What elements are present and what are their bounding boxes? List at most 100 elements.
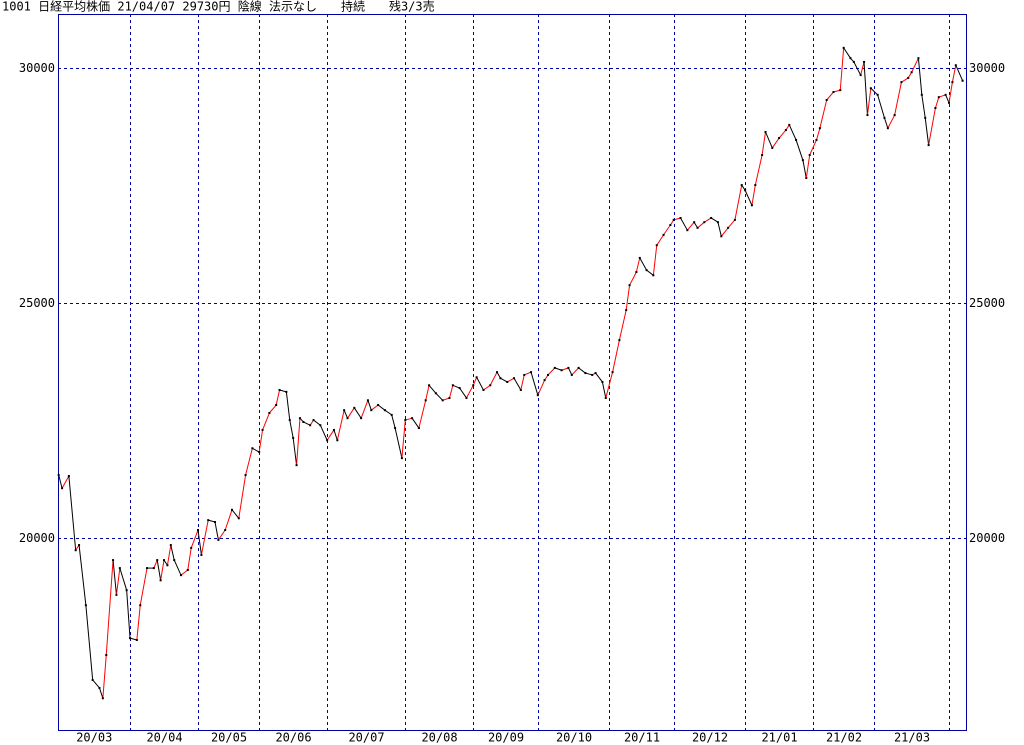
price-point <box>577 366 580 369</box>
price-segment <box>411 417 420 429</box>
price-segment <box>860 61 865 76</box>
price-point <box>424 399 427 402</box>
price-segment <box>887 114 896 129</box>
price-segment <box>595 372 603 383</box>
price-segment <box>371 404 379 411</box>
price-segment <box>778 129 787 139</box>
price-point <box>784 129 787 132</box>
price-point <box>458 387 461 390</box>
price-segment <box>771 137 780 149</box>
price-point <box>839 89 842 92</box>
price-segment <box>343 409 348 419</box>
price-point <box>825 99 828 102</box>
price-point <box>258 451 261 454</box>
price-segment <box>646 269 654 276</box>
price-point <box>394 427 397 430</box>
price-segment <box>934 97 940 109</box>
price-segment <box>547 367 556 376</box>
price-point <box>441 399 444 402</box>
price-point <box>139 604 142 607</box>
price-segment <box>153 559 158 569</box>
price-segment <box>578 367 586 374</box>
price-point <box>805 177 808 180</box>
price-segment <box>105 560 114 656</box>
price-segment <box>639 257 648 271</box>
price-segment <box>625 285 631 311</box>
price-segment <box>894 82 902 116</box>
price-segment <box>924 117 930 146</box>
price-segment <box>319 425 328 441</box>
price-segment <box>68 475 77 551</box>
price-point <box>278 388 281 391</box>
price-point <box>788 123 791 126</box>
y-tick-label-right: 30000 <box>969 61 1005 75</box>
price-point <box>818 127 821 130</box>
price-segment <box>459 387 467 399</box>
price-point <box>570 373 573 376</box>
price-point <box>740 184 743 187</box>
price-point <box>560 369 563 372</box>
price-point <box>298 417 301 420</box>
price-point <box>944 93 947 96</box>
price-point <box>207 519 210 522</box>
price-point <box>417 427 420 430</box>
price-point <box>115 593 118 596</box>
price-point <box>832 91 835 94</box>
price-point <box>543 379 546 382</box>
price-point <box>553 366 556 369</box>
price-point <box>213 521 216 524</box>
price-point <box>404 419 407 422</box>
price-segment <box>367 400 372 411</box>
price-point <box>778 137 781 140</box>
price-segment <box>466 385 474 399</box>
price-point <box>710 216 713 219</box>
price-point <box>190 546 193 549</box>
price-segment <box>513 377 522 391</box>
price-point <box>886 127 889 130</box>
price-point <box>638 256 641 259</box>
price-segment <box>279 389 287 393</box>
price-point <box>733 218 736 221</box>
price-point <box>808 153 811 156</box>
price-segment <box>955 65 964 81</box>
price-point <box>499 377 502 380</box>
price-point <box>343 409 346 412</box>
price-segment <box>921 94 926 118</box>
price-point <box>292 436 295 439</box>
price-segment <box>217 529 226 541</box>
price-segment <box>489 371 498 386</box>
price-point <box>672 218 675 221</box>
plot-frame <box>58 14 967 731</box>
price-segment <box>187 547 192 571</box>
price-segment <box>819 99 828 129</box>
price-segment <box>347 407 355 419</box>
price-segment <box>156 560 162 581</box>
price-segment <box>214 521 219 540</box>
price-segment <box>877 94 885 119</box>
price-segment <box>170 544 175 561</box>
price-segment <box>353 407 362 419</box>
y-tick-label-right: 25000 <box>969 296 1005 310</box>
price-segment <box>928 107 936 146</box>
price-segment <box>401 420 406 459</box>
price-segment <box>208 519 216 523</box>
price-segment <box>136 605 141 641</box>
price-point <box>360 417 363 420</box>
price-point <box>353 406 356 409</box>
price-point <box>146 567 149 570</box>
price-point <box>795 138 798 141</box>
price-point <box>761 153 764 156</box>
price-segment <box>537 379 546 396</box>
price-segment <box>863 61 868 116</box>
price-point <box>893 114 896 117</box>
x-month-label: 21/02 <box>826 731 862 745</box>
price-point <box>876 93 879 96</box>
y-tick-label: 25000 <box>19 296 55 310</box>
price-point <box>720 235 723 238</box>
price-segment <box>951 65 957 83</box>
price-point <box>611 371 614 374</box>
price-point <box>285 390 288 393</box>
price-point <box>98 686 101 689</box>
price-point <box>910 71 913 74</box>
price-segment <box>585 372 593 376</box>
